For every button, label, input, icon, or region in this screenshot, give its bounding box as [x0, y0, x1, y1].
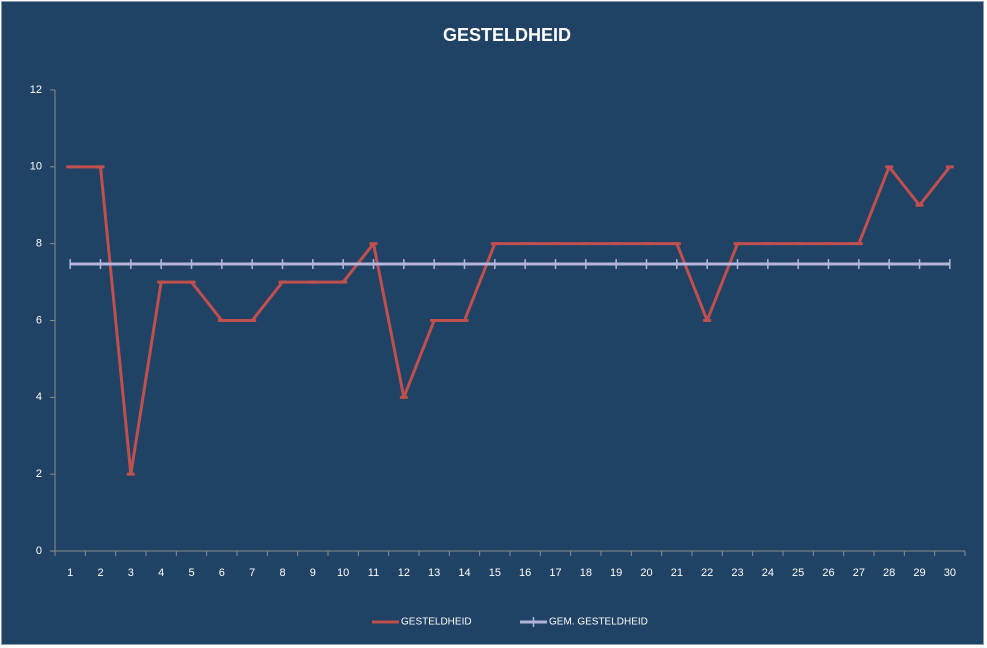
y-tick-label: 8 [36, 238, 42, 250]
x-tick-label: 9 [310, 567, 316, 579]
x-tick-label: 28 [883, 567, 895, 579]
x-tick-label: 1 [67, 567, 73, 579]
x-tick-label: 21 [671, 567, 683, 579]
x-tick-label: 18 [580, 567, 592, 579]
y-tick-label: 0 [36, 545, 42, 557]
x-tick-label: 22 [701, 567, 713, 579]
y-tick-label: 2 [36, 468, 42, 480]
x-tick-label: 7 [249, 567, 255, 579]
x-tick-label: 4 [158, 567, 164, 579]
chart-title: GESTELDHEID [443, 25, 571, 45]
x-tick-label: 12 [398, 567, 410, 579]
series-line [70, 165, 952, 476]
y-tick-label: 4 [36, 391, 42, 403]
x-tick-label: 3 [128, 567, 134, 579]
x-tick-label: 23 [731, 567, 743, 579]
x-tick-label: 13 [428, 567, 440, 579]
x-tick-label: 2 [97, 567, 103, 579]
x-tick-label: 25 [792, 567, 804, 579]
legend-label: GEM. GESTELDHEID [549, 617, 648, 628]
x-tick-label: 29 [913, 567, 925, 579]
x-tick-label: 20 [640, 567, 652, 579]
y-tick-label: 6 [36, 314, 42, 326]
y-tick-label: 12 [30, 84, 42, 96]
x-tick-label: 16 [519, 567, 531, 579]
legend-label: GESTELDHEID [401, 617, 472, 628]
x-tick-label: 11 [368, 567, 379, 579]
x-tick-label: 15 [489, 567, 501, 579]
x-tick-label: 14 [458, 567, 470, 579]
x-tick-label: 26 [822, 567, 834, 579]
x-tick-label: 5 [188, 567, 194, 579]
y-tick-label: 10 [30, 161, 42, 173]
x-tick-label: 8 [279, 567, 285, 579]
x-tick-label: 24 [762, 567, 774, 579]
x-tick-label: 30 [944, 567, 956, 579]
x-tick-label: 10 [337, 567, 349, 579]
x-tick-label: 17 [549, 567, 561, 579]
x-tick-label: 19 [610, 567, 622, 579]
x-tick-label: 27 [853, 567, 865, 579]
x-tick-label: 6 [219, 567, 225, 579]
